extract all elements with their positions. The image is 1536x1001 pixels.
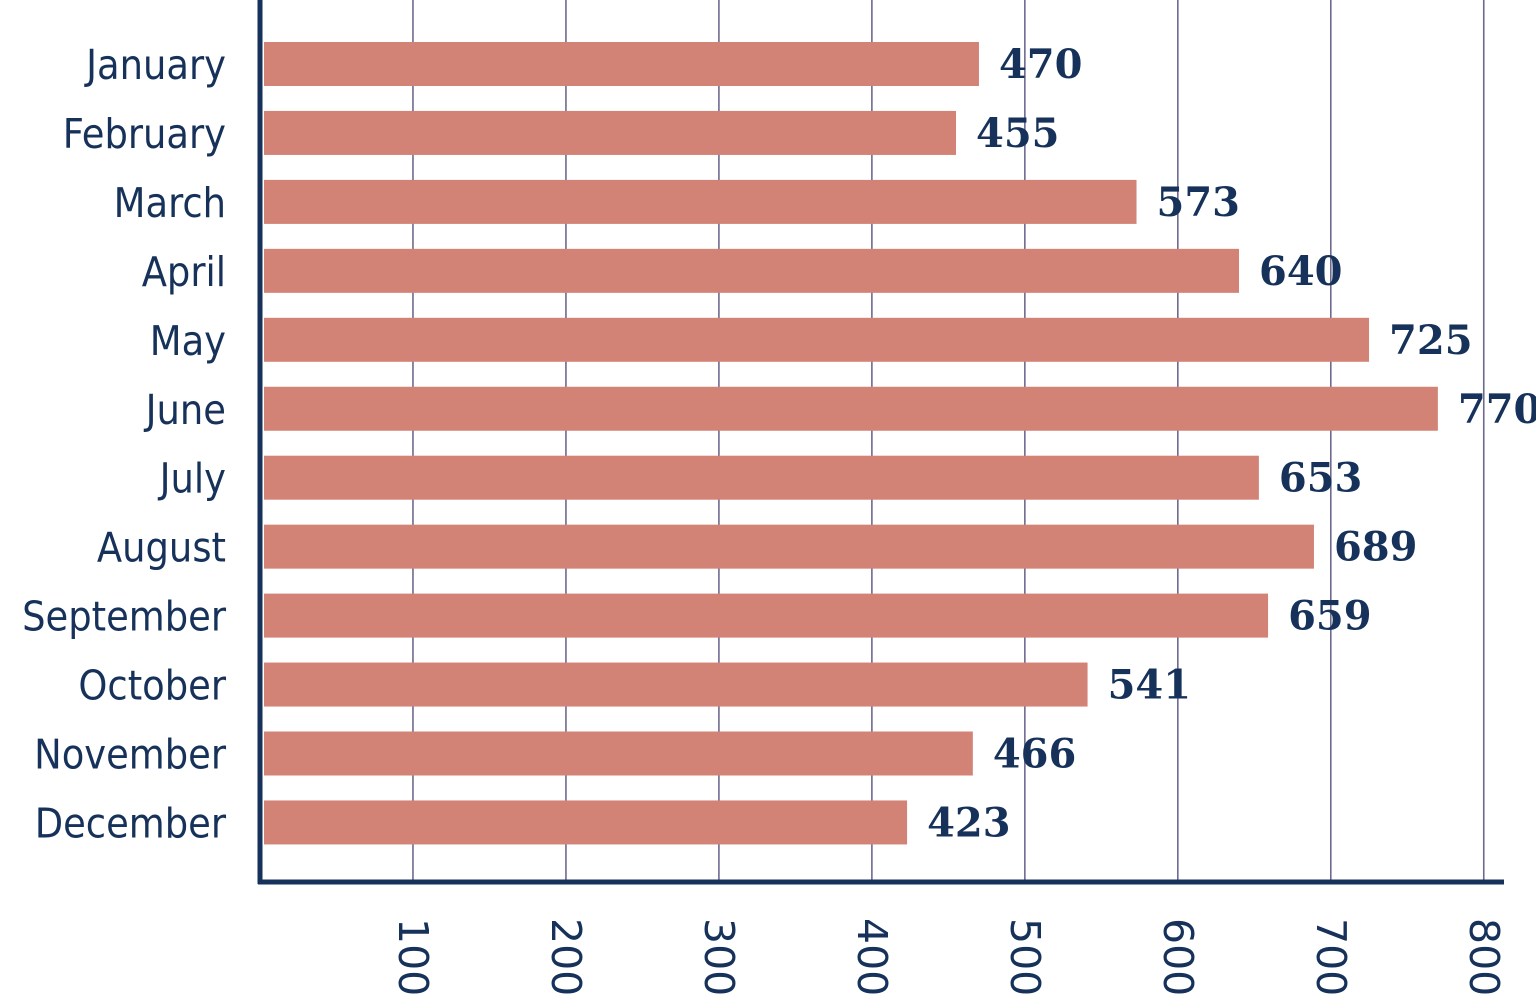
x-tick-label-400: 400	[848, 918, 896, 996]
value-label-november: 466	[993, 731, 1077, 778]
x-tick-labels: 100 200 300 400 500 600 700 800	[389, 918, 1508, 996]
bar-august	[264, 524, 1314, 569]
category-label-may: May	[150, 317, 226, 365]
x-tick-label-300: 300	[695, 918, 743, 996]
category-label-august: August	[97, 524, 226, 572]
bar-march	[264, 179, 1137, 224]
category-labels: January February March April May June July Augu…	[22, 41, 227, 847]
bar-november	[264, 731, 973, 776]
bar-april	[264, 248, 1240, 293]
category-label-february: February	[63, 110, 226, 158]
category-label-march: March	[114, 179, 226, 227]
bar-january	[264, 42, 979, 86]
value-label-february: 455	[976, 110, 1059, 157]
value-labels: 470 455 573 640 725 770 653 689 659 541 466 423	[927, 41, 1536, 846]
x-tick-label-500: 500	[1001, 918, 1049, 996]
category-label-september: September	[22, 593, 227, 641]
value-label-september: 659	[1288, 593, 1372, 640]
value-label-january: 470	[999, 41, 1083, 88]
value-label-march: 573	[1157, 179, 1241, 226]
bar-september	[264, 593, 1269, 638]
bar-may	[264, 317, 1370, 362]
category-label-november: November	[34, 731, 227, 779]
value-label-december: 423	[927, 799, 1011, 846]
category-label-june: June	[144, 386, 226, 434]
category-label-october: October	[78, 662, 226, 710]
bar-february	[264, 110, 957, 155]
bar-october	[264, 662, 1088, 707]
axes	[257, 0, 1504, 885]
bar-july	[264, 455, 1259, 500]
category-label-january: January	[84, 41, 226, 89]
category-label-december: December	[35, 799, 227, 847]
value-label-july: 653	[1279, 455, 1363, 502]
value-label-april: 640	[1259, 248, 1343, 295]
bar-june	[264, 386, 1438, 431]
category-label-april: April	[142, 248, 226, 296]
x-tick-label-600: 600	[1154, 918, 1202, 996]
x-tick-label-700: 700	[1307, 918, 1355, 996]
bar-december	[264, 800, 908, 845]
x-tick-label-200: 200	[542, 918, 590, 996]
value-label-may: 725	[1389, 317, 1473, 364]
value-label-august: 689	[1334, 524, 1418, 571]
category-label-july: July	[158, 455, 226, 503]
x-tick-label-100: 100	[389, 918, 437, 996]
value-label-june: 770	[1458, 386, 1536, 433]
bars	[264, 42, 1438, 845]
value-label-october: 541	[1108, 662, 1192, 709]
x-tick-label-800: 800	[1460, 918, 1508, 996]
